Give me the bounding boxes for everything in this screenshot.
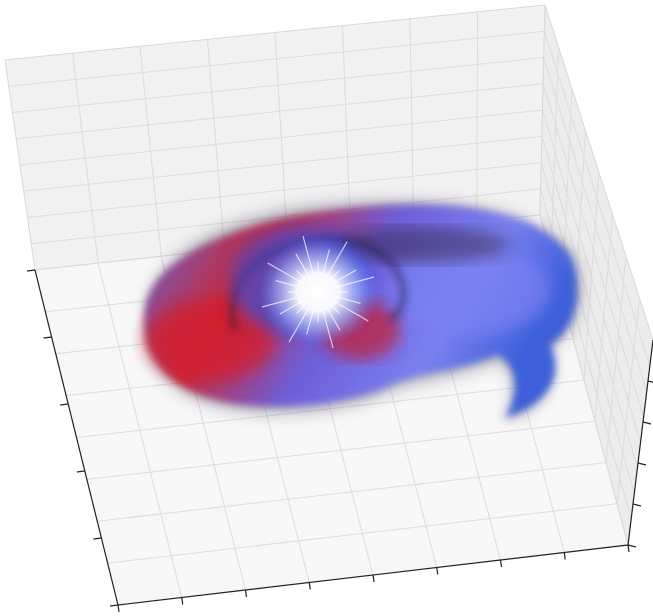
glow-ray bbox=[317, 291, 340, 314]
tick-mark bbox=[76, 470, 85, 473]
glow-ray bbox=[306, 291, 319, 335]
grid-line bbox=[19, 109, 543, 166]
grid-line bbox=[541, 136, 638, 469]
glow-ray bbox=[317, 241, 348, 293]
tick-mark bbox=[117, 604, 120, 613]
glow-ray bbox=[279, 291, 319, 315]
glow-ray bbox=[317, 291, 361, 304]
tick-mark bbox=[181, 597, 184, 605]
glow-ray bbox=[295, 253, 319, 293]
glow-ray bbox=[288, 291, 319, 343]
glow-ray bbox=[302, 235, 319, 293]
surface-dark bbox=[330, 227, 510, 263]
grid-line bbox=[86, 420, 596, 480]
glow-ray bbox=[267, 262, 319, 293]
grid-line bbox=[594, 214, 613, 422]
grid-line bbox=[107, 503, 618, 564]
grid-line bbox=[409, 18, 415, 229]
glow-ray bbox=[261, 291, 319, 308]
tick-mark bbox=[563, 552, 566, 560]
glow-ray bbox=[317, 269, 357, 293]
grid-line bbox=[616, 298, 640, 504]
axis-line bbox=[34, 269, 119, 606]
glow-ray bbox=[317, 276, 375, 293]
tick-mark bbox=[109, 604, 119, 607]
grid-line bbox=[27, 162, 542, 218]
grid-line bbox=[540, 162, 635, 494]
tick-mark bbox=[244, 589, 248, 598]
glow-ray bbox=[296, 291, 319, 314]
glow-ray bbox=[317, 291, 334, 349]
glow-ray bbox=[296, 270, 319, 293]
tick-mark bbox=[499, 559, 503, 568]
grid-line bbox=[342, 25, 352, 236]
tick-mark bbox=[26, 269, 36, 272]
surface-blue bbox=[390, 245, 550, 335]
grid-line bbox=[605, 256, 627, 463]
grid-line bbox=[97, 462, 607, 522]
axes bbox=[26, 269, 653, 613]
grid-line bbox=[542, 109, 641, 443]
glow-ray bbox=[317, 249, 330, 293]
tick-mark bbox=[60, 403, 69, 406]
glow-ray bbox=[275, 280, 319, 293]
tick-mark bbox=[642, 421, 652, 425]
tick-mark bbox=[627, 544, 630, 553]
tick-mark bbox=[632, 503, 642, 507]
tick-mark bbox=[436, 567, 439, 575]
grid-line bbox=[76, 379, 585, 438]
surface bbox=[144, 201, 581, 420]
tick-mark bbox=[647, 380, 653, 383]
tick-mark bbox=[627, 544, 637, 548]
tick-mark bbox=[43, 336, 52, 339]
tick-mark bbox=[372, 574, 375, 583]
surface-red bbox=[145, 300, 275, 380]
glow-ray bbox=[317, 270, 340, 293]
tick-mark bbox=[637, 462, 647, 466]
grid-line bbox=[476, 11, 478, 222]
grid-line bbox=[23, 135, 542, 192]
tick-mark bbox=[308, 582, 311, 590]
axis-line bbox=[627, 339, 653, 546]
tick-mark bbox=[93, 537, 102, 540]
glow-ray bbox=[317, 291, 341, 331]
glow-ray bbox=[317, 291, 369, 322]
